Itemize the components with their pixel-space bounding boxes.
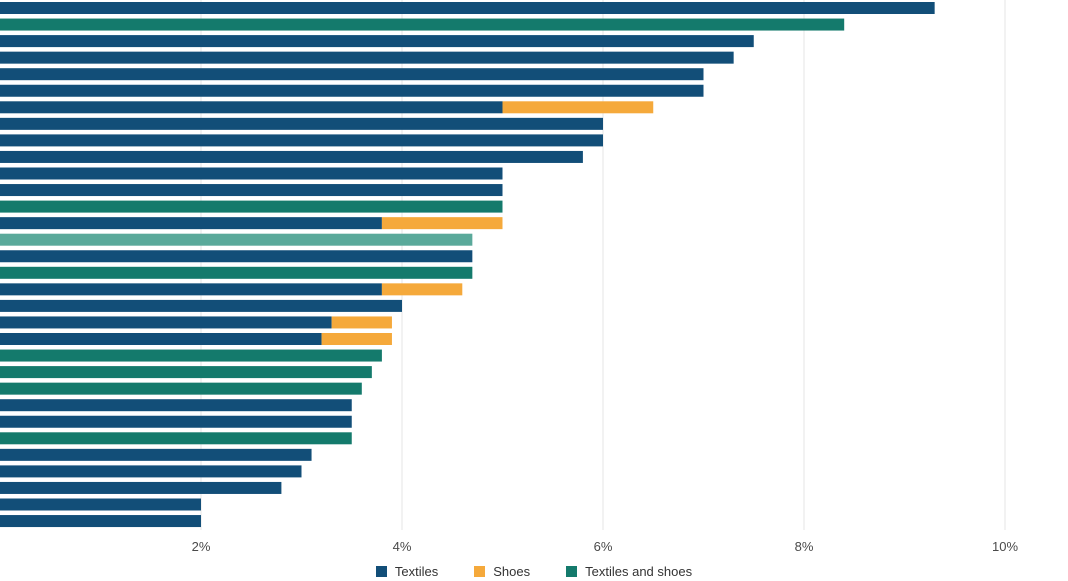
bar-textiles-29 bbox=[0, 465, 302, 478]
bar-textiles-and-shoes-17 bbox=[0, 266, 473, 279]
x-tick-label: 2% bbox=[192, 539, 211, 554]
bar-textiles-21 bbox=[0, 333, 322, 345]
bar-shoes-21 bbox=[321, 333, 392, 345]
bar-textiles-5 bbox=[0, 68, 704, 81]
bar-textiles-8 bbox=[0, 117, 603, 130]
bar-textiles-25 bbox=[0, 399, 352, 412]
x-tick-label: 6% bbox=[594, 539, 613, 554]
bar-textiles-11 bbox=[0, 167, 503, 180]
bar-shoes-18 bbox=[381, 283, 463, 296]
bar-textiles-9 bbox=[0, 134, 603, 147]
legend: Textiles Shoes Textiles and shoes bbox=[0, 561, 1068, 581]
bar-textiles-19 bbox=[0, 299, 402, 312]
bar-textiles-14 bbox=[0, 217, 382, 230]
bar-textiles-1 bbox=[0, 2, 935, 14]
bar-textiles-and-shoes-24 bbox=[0, 382, 362, 395]
bar-textiles-and-shoes-13 bbox=[0, 200, 503, 213]
bar-textiles-7 bbox=[0, 101, 503, 114]
bar-textiles-31 bbox=[0, 498, 201, 511]
bar-textiles-and-shoes-22 bbox=[0, 349, 382, 362]
bar-textiles-and-shoes-27 bbox=[0, 432, 352, 445]
bar-shoes-7 bbox=[502, 101, 654, 114]
bars bbox=[0, 2, 935, 528]
legend-item-shoes: Shoes bbox=[474, 564, 530, 579]
legend-label-textiles-and-shoes: Textiles and shoes bbox=[585, 563, 693, 579]
bar-shoes-20 bbox=[331, 316, 392, 329]
bar-chart: 2% 4% 6% 8% 10% bbox=[0, 0, 1019, 554]
bar-textiles-3 bbox=[0, 35, 754, 48]
x-axis-ticks: 2% 4% 6% 8% 10% bbox=[192, 539, 1019, 554]
legend-swatch-textiles-and-shoes bbox=[566, 565, 578, 577]
bar-textiles-and-shoes-2 bbox=[0, 18, 845, 31]
legend-item-textiles-and-shoes: Textiles and shoes bbox=[566, 564, 692, 579]
legend-item-textiles: Textiles bbox=[375, 563, 439, 579]
bar-textiles-and-shoes-23 bbox=[0, 366, 372, 379]
x-tick-label: 8% bbox=[795, 539, 814, 554]
bar-highlight-15 bbox=[0, 233, 473, 246]
bar-textiles-10 bbox=[0, 150, 583, 163]
legend-swatch-shoes bbox=[474, 565, 486, 577]
bar-textiles-6 bbox=[0, 84, 704, 97]
bar-textiles-32 bbox=[0, 515, 201, 528]
bar-textiles-18 bbox=[0, 283, 382, 296]
bar-textiles-4 bbox=[0, 51, 734, 64]
bar-textiles-20 bbox=[0, 316, 332, 329]
bar-shoes-14 bbox=[381, 217, 503, 230]
x-tick-label: 4% bbox=[393, 539, 412, 554]
legend-label-shoes: Shoes bbox=[493, 563, 531, 579]
legend-swatch-textiles bbox=[375, 565, 387, 577]
bar-textiles-16 bbox=[0, 250, 473, 263]
bar-textiles-26 bbox=[0, 415, 352, 428]
x-tick-label: 10% bbox=[992, 539, 1018, 554]
bar-textiles-28 bbox=[0, 448, 312, 461]
legend-label-textiles: Textiles bbox=[394, 563, 439, 579]
bar-textiles-12 bbox=[0, 184, 503, 197]
bar-textiles-30 bbox=[0, 481, 282, 494]
